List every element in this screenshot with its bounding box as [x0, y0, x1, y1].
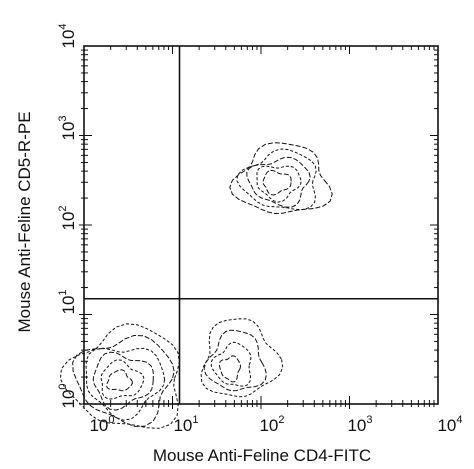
contour-line [85, 347, 166, 421]
contour-line [92, 351, 154, 411]
y-axis-title: Mouse Anti-Feline CD5-R-PE [15, 111, 34, 332]
contour-line [236, 148, 317, 211]
contour-line [106, 369, 133, 392]
contour-line [262, 169, 292, 196]
y-tick-labels: 100 101 102 103 104 [57, 23, 78, 408]
minor-tick-marks [79, 46, 438, 409]
x-tick-label-1: 101 [173, 414, 198, 435]
contour-line [200, 318, 284, 398]
contour-line [218, 355, 242, 383]
y-tick-label-2: 102 [57, 205, 78, 230]
contour-line [59, 323, 180, 429]
y-tick-label-0: 100 [57, 383, 78, 408]
contour-line [72, 334, 175, 427]
contour-line [210, 341, 252, 387]
plot-frame [83, 45, 439, 405]
contour-lines [59, 142, 333, 429]
y-tick-label-3: 103 [57, 115, 78, 140]
contour-line [229, 142, 333, 215]
x-tick-label-0: 100 [89, 414, 114, 435]
x-tick-label-3: 103 [347, 414, 372, 435]
x-tick-labels: 100 101 102 103 104 [89, 414, 462, 435]
y-tick-label-4: 104 [57, 23, 78, 48]
x-tick-label-2: 102 [259, 414, 284, 435]
x-axis-title: Mouse Anti-Feline CD4-FITC [153, 446, 371, 465]
contour-line [100, 359, 145, 400]
y-tick-label-1: 101 [57, 289, 78, 314]
contour-line [246, 156, 311, 208]
x-tick-label-4: 104 [437, 414, 462, 435]
contour-line [203, 329, 268, 392]
